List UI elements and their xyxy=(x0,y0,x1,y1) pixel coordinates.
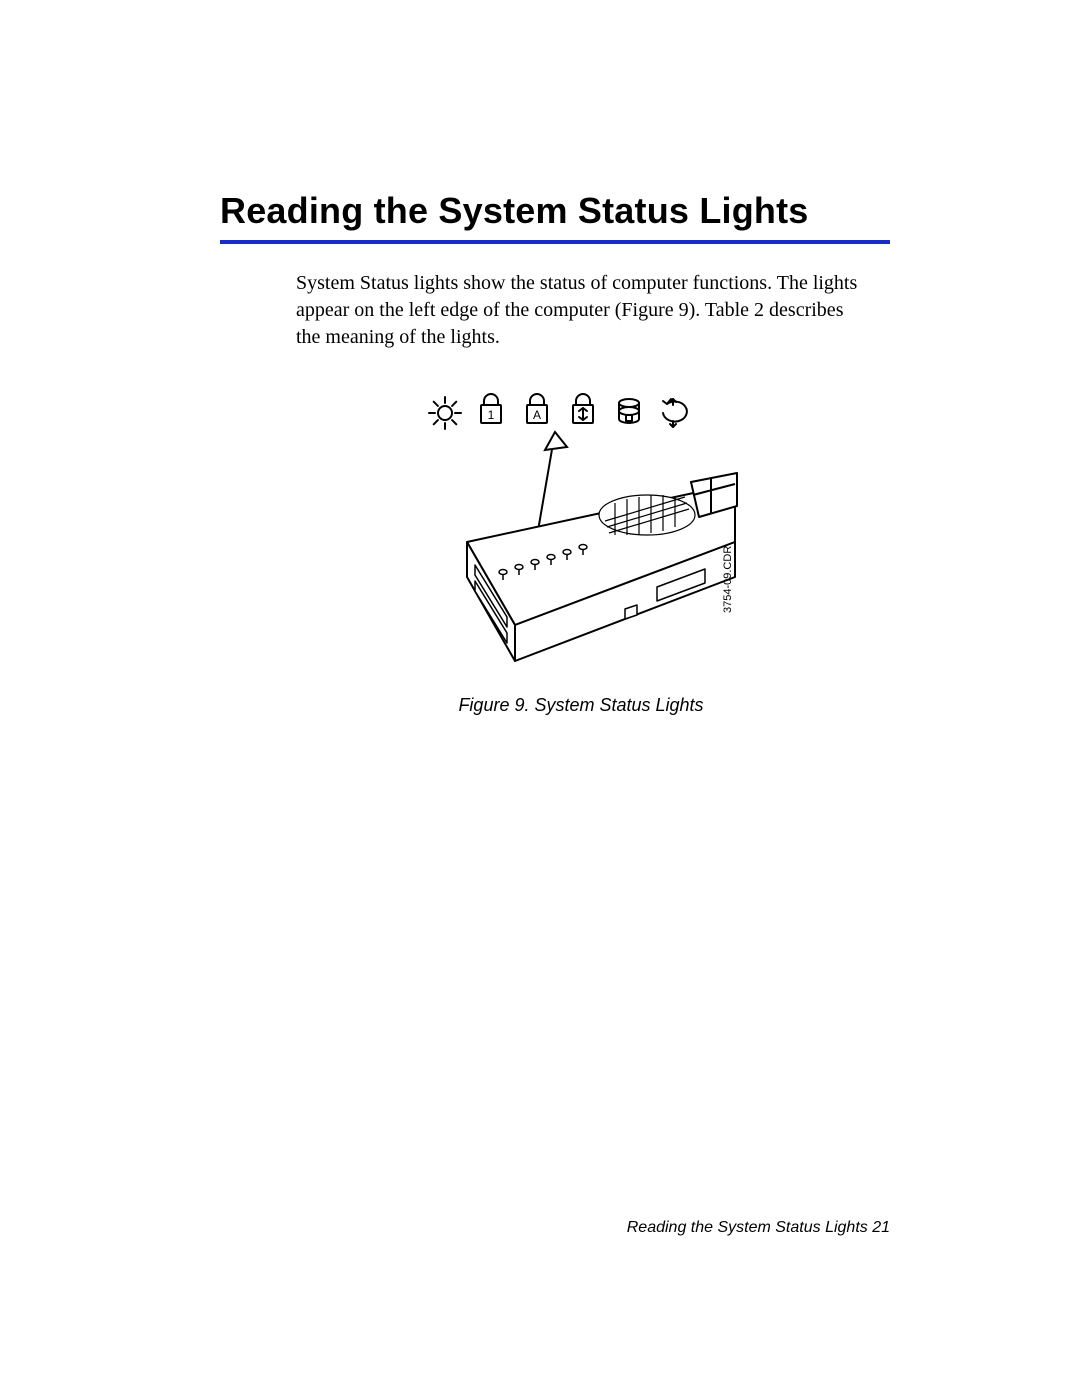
svg-text:1: 1 xyxy=(488,408,495,422)
figure-source-label: 3754-09.CDR xyxy=(722,546,734,613)
capslock-icon: A xyxy=(527,394,547,423)
laptop-drawing xyxy=(467,473,737,661)
system-status-lights-figure: 1A xyxy=(375,377,787,677)
page-footer: Reading the System Status Lights 21 xyxy=(627,1219,890,1237)
svg-text:A: A xyxy=(533,408,541,422)
heading-rule xyxy=(220,240,890,244)
scrolllock-icon xyxy=(573,394,593,423)
battery-charge-icon xyxy=(663,399,687,427)
page-heading: Reading the System Status Lights xyxy=(220,190,890,232)
figure-container: 1A xyxy=(296,377,866,716)
document-page: Reading the System Status Lights System … xyxy=(0,0,1080,1397)
numlock-icon: 1 xyxy=(481,394,501,423)
figure-caption: Figure 9. System Status Lights xyxy=(296,695,866,716)
intro-paragraph: System Status lights show the status of … xyxy=(296,270,866,351)
disk-activity-icon xyxy=(619,399,639,423)
power-light-icon xyxy=(429,397,461,429)
